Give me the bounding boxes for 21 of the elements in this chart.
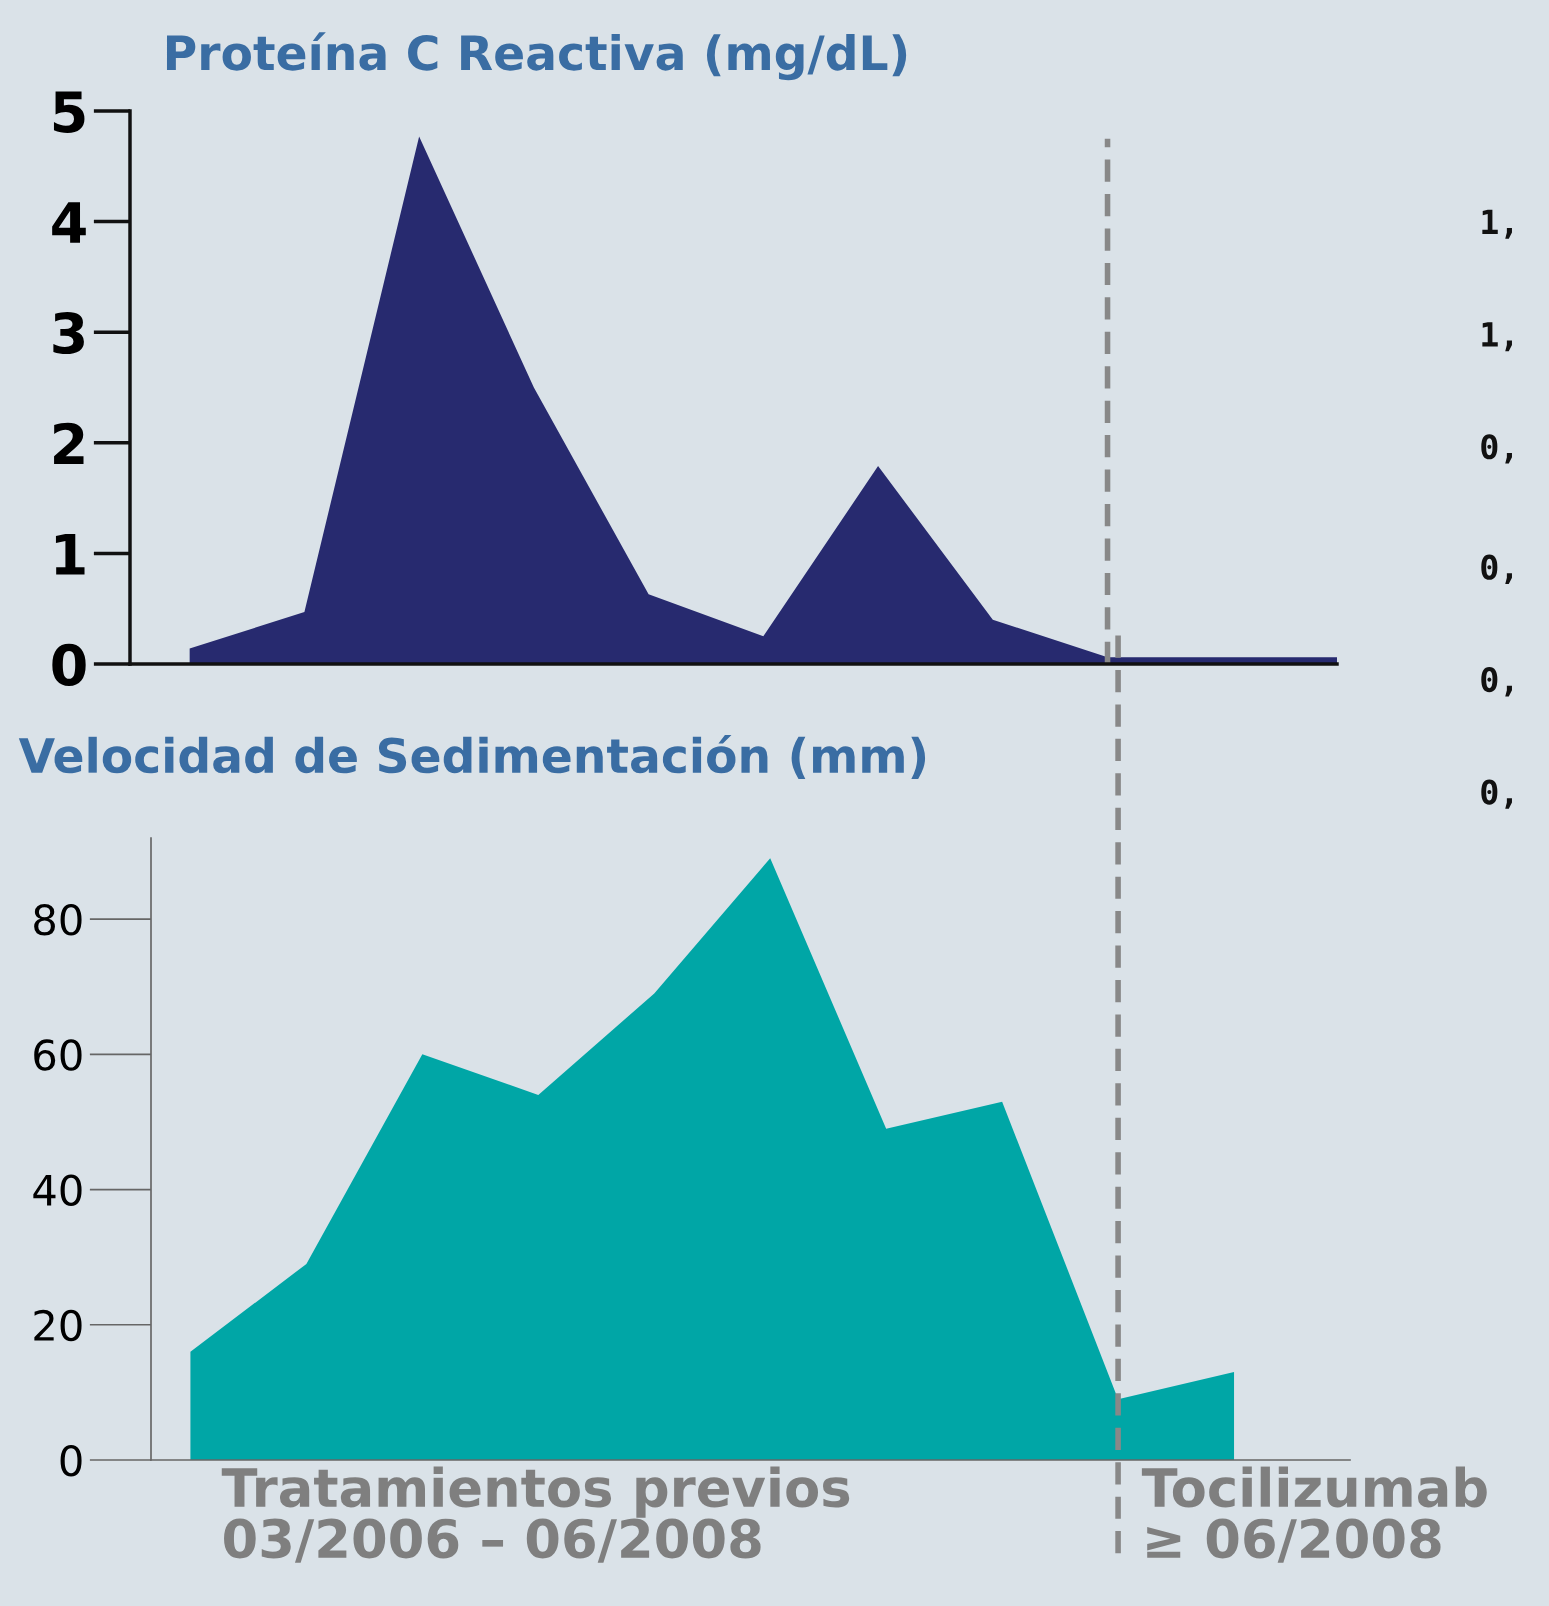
text: 1,: [1482, 322, 1512, 352]
y-tick-label: 0: [52, 643, 86, 686]
y-tick-label: 4: [52, 202, 86, 243]
text: Tocilizumab ≥ 06/2008: [1141, 1466, 1487, 1563]
chart-title: Velocidad de Sedimentación (mm): [18, 734, 926, 779]
y-tick-label: 20: [34, 1309, 82, 1342]
y-tick-label: 1: [55, 534, 85, 575]
y-tick-label: 60: [34, 1039, 82, 1071]
text: 0,: [1481, 667, 1512, 697]
y-tick-label: 2: [54, 422, 84, 464]
text: 0,: [1481, 779, 1512, 809]
text: 0,: [1481, 554, 1512, 584]
y-tick-label: 3: [53, 312, 84, 355]
y-tick-label: 80: [34, 904, 82, 936]
text: 1,: [1482, 209, 1512, 239]
text: Tratamientos previos 03/2006 – 06/2008: [221, 1466, 850, 1563]
text: 0,: [1481, 434, 1512, 464]
y-tick-label: 5: [53, 91, 85, 133]
chart-title: Proteína C Reactiva (mg/dL): [166, 32, 907, 81]
y-tick-label: 0: [60, 1444, 82, 1477]
y-tick-label: 40: [33, 1174, 82, 1206]
